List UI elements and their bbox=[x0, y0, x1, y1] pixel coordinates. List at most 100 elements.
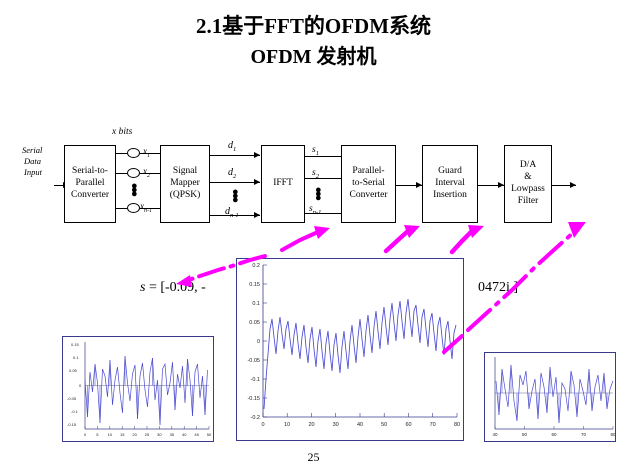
arrow-d2 bbox=[254, 178, 260, 185]
line-b5-b6 bbox=[478, 185, 504, 186]
left-plot-svg: 0.15 0.1 0.05 0 -0.05 -0.1 -0.15 0 5 10 … bbox=[67, 342, 212, 437]
input-label-data: Data bbox=[24, 156, 41, 166]
svg-text:40: 40 bbox=[492, 432, 498, 437]
block-da-lowpass-label: D/A & Lowpass Filter bbox=[511, 160, 545, 206]
svg-text:40: 40 bbox=[357, 422, 363, 428]
ellipse-xn bbox=[127, 203, 140, 213]
svg-text:30: 30 bbox=[157, 432, 162, 437]
svg-text:15: 15 bbox=[120, 432, 125, 437]
line-e1-b2 bbox=[140, 153, 160, 154]
svg-text:-0.05: -0.05 bbox=[67, 396, 77, 401]
label-dn: dn-1 bbox=[225, 206, 239, 219]
svg-text:20: 20 bbox=[132, 432, 137, 437]
label-x2: x2 bbox=[143, 166, 150, 179]
svg-text:0: 0 bbox=[79, 383, 82, 388]
label-sn: sn-1 bbox=[309, 204, 322, 216]
line-b2-b3-2 bbox=[210, 182, 260, 183]
svg-text:-0.15: -0.15 bbox=[67, 422, 77, 427]
svg-text:-0.05: -0.05 bbox=[247, 358, 260, 364]
label-x1: x1 bbox=[143, 146, 150, 159]
block-serial-to-parallel-converter[interactable]: Serial-to- Parallel Converter bbox=[64, 145, 116, 223]
label-d1: d1 bbox=[228, 140, 237, 153]
line-b2-b3-1 bbox=[210, 155, 260, 156]
svg-text:0.1: 0.1 bbox=[252, 301, 260, 307]
line-e2-b2 bbox=[140, 173, 160, 174]
ellipsis-d: ● ● ● bbox=[232, 186, 239, 206]
svg-text:5: 5 bbox=[96, 432, 99, 437]
ellipsis-x: ● ● ● bbox=[131, 180, 138, 200]
s-vector-text: s = [-0.09, - bbox=[140, 280, 206, 296]
label-xn: xn-1 bbox=[140, 201, 152, 214]
label-x-bits: x bits bbox=[112, 127, 133, 137]
line-b1-e2 bbox=[116, 173, 127, 174]
s-vector-symbol: s bbox=[140, 280, 146, 295]
line-b4-b5 bbox=[396, 185, 422, 186]
svg-text:60: 60 bbox=[551, 432, 557, 437]
svg-text:50: 50 bbox=[207, 432, 212, 437]
svg-text:-0.1: -0.1 bbox=[251, 377, 260, 383]
svg-text:25: 25 bbox=[145, 432, 150, 437]
svg-text:0: 0 bbox=[84, 432, 87, 437]
svg-text:10: 10 bbox=[108, 432, 113, 437]
arrow-dn bbox=[254, 211, 260, 218]
ellipse-x2 bbox=[127, 168, 140, 178]
block-signal-mapper-qpsk[interactable]: Signal Mapper (QPSK) bbox=[160, 145, 210, 223]
svg-text:20: 20 bbox=[308, 422, 314, 428]
svg-text:0.15: 0.15 bbox=[71, 342, 80, 347]
svg-text:40: 40 bbox=[182, 432, 187, 437]
block-ifft-label: IFFT bbox=[273, 178, 293, 189]
svg-text:30: 30 bbox=[333, 422, 339, 428]
right-plot: 40 50 60 70 80 bbox=[484, 352, 616, 442]
svg-text:70: 70 bbox=[581, 432, 587, 437]
svg-text:70: 70 bbox=[430, 422, 436, 428]
svg-text:0.05: 0.05 bbox=[69, 368, 78, 373]
arrow-to-guard-interval bbox=[449, 225, 484, 255]
line-input bbox=[54, 185, 64, 186]
arrow-to-parallel-serial bbox=[383, 225, 420, 254]
svg-text:-0.2: -0.2 bbox=[251, 415, 260, 421]
arrow-b4-b5 bbox=[416, 181, 422, 188]
center-plot: 0.2 0.15 0.1 0.05 0 -0.05 -0.1 -0.15 -0.… bbox=[236, 258, 464, 441]
block-parallel-to-serial-converter[interactable]: Parallel- to-Serial Converter bbox=[341, 145, 396, 223]
svg-text:0.05: 0.05 bbox=[249, 320, 260, 326]
input-label-serial: Serial bbox=[22, 145, 43, 155]
svg-text:0: 0 bbox=[257, 339, 260, 345]
svg-text:10: 10 bbox=[284, 422, 290, 428]
block-serial-to-parallel-label: Serial-to- Parallel Converter bbox=[71, 166, 109, 200]
line-b3-b4-2 bbox=[305, 178, 341, 179]
svg-text:35: 35 bbox=[170, 432, 175, 437]
svg-text:0.15: 0.15 bbox=[249, 282, 260, 288]
block-signal-mapper-label: Signal Mapper (QPSK) bbox=[169, 166, 201, 200]
svg-text:-0.15: -0.15 bbox=[247, 396, 260, 402]
s-vector-equals: = [-0.09, - bbox=[145, 280, 206, 295]
block-ifft[interactable]: IFFT bbox=[261, 145, 305, 223]
svg-text:0.1: 0.1 bbox=[73, 355, 79, 360]
arrow-d1 bbox=[254, 151, 260, 158]
input-label-input: Input bbox=[24, 167, 42, 177]
svg-text:50: 50 bbox=[381, 422, 387, 428]
label-s2: s2 bbox=[312, 168, 319, 180]
center-plot-svg: 0.2 0.15 0.1 0.05 0 -0.05 -0.1 -0.15 -0.… bbox=[247, 263, 460, 428]
svg-text:50: 50 bbox=[522, 432, 528, 437]
ellipse-x1 bbox=[127, 148, 140, 158]
right-plot-svg: 40 50 60 70 80 bbox=[492, 357, 616, 437]
line-en-b2 bbox=[140, 208, 160, 209]
line-b1-e1 bbox=[116, 153, 127, 154]
arrow-to-ifft-output bbox=[280, 226, 330, 252]
svg-text:80: 80 bbox=[610, 432, 616, 437]
block-parallel-to-serial-label: Parallel- to-Serial Converter bbox=[349, 166, 388, 200]
line-b1-en bbox=[116, 208, 127, 209]
ellipsis-s: ● ● ● bbox=[315, 184, 322, 204]
block-guard-interval-label: Guard Interval Insertion bbox=[433, 166, 467, 200]
left-plot: 0.15 0.1 0.05 0 -0.05 -0.1 -0.15 0 5 10 … bbox=[62, 336, 214, 442]
svg-text:-0.1: -0.1 bbox=[71, 409, 79, 414]
page-number: 25 bbox=[307, 450, 320, 464]
block-da-lowpass-filter[interactable]: D/A & Lowpass Filter bbox=[504, 145, 552, 223]
block-guard-interval-insertion[interactable]: Guard Interval Insertion bbox=[422, 145, 478, 223]
label-d2: d2 bbox=[228, 167, 237, 180]
svg-text:60: 60 bbox=[405, 422, 411, 428]
arrow-output bbox=[570, 181, 576, 188]
svg-text:45: 45 bbox=[194, 432, 199, 437]
slide-title-line2: OFDM 发射机 bbox=[250, 46, 377, 68]
